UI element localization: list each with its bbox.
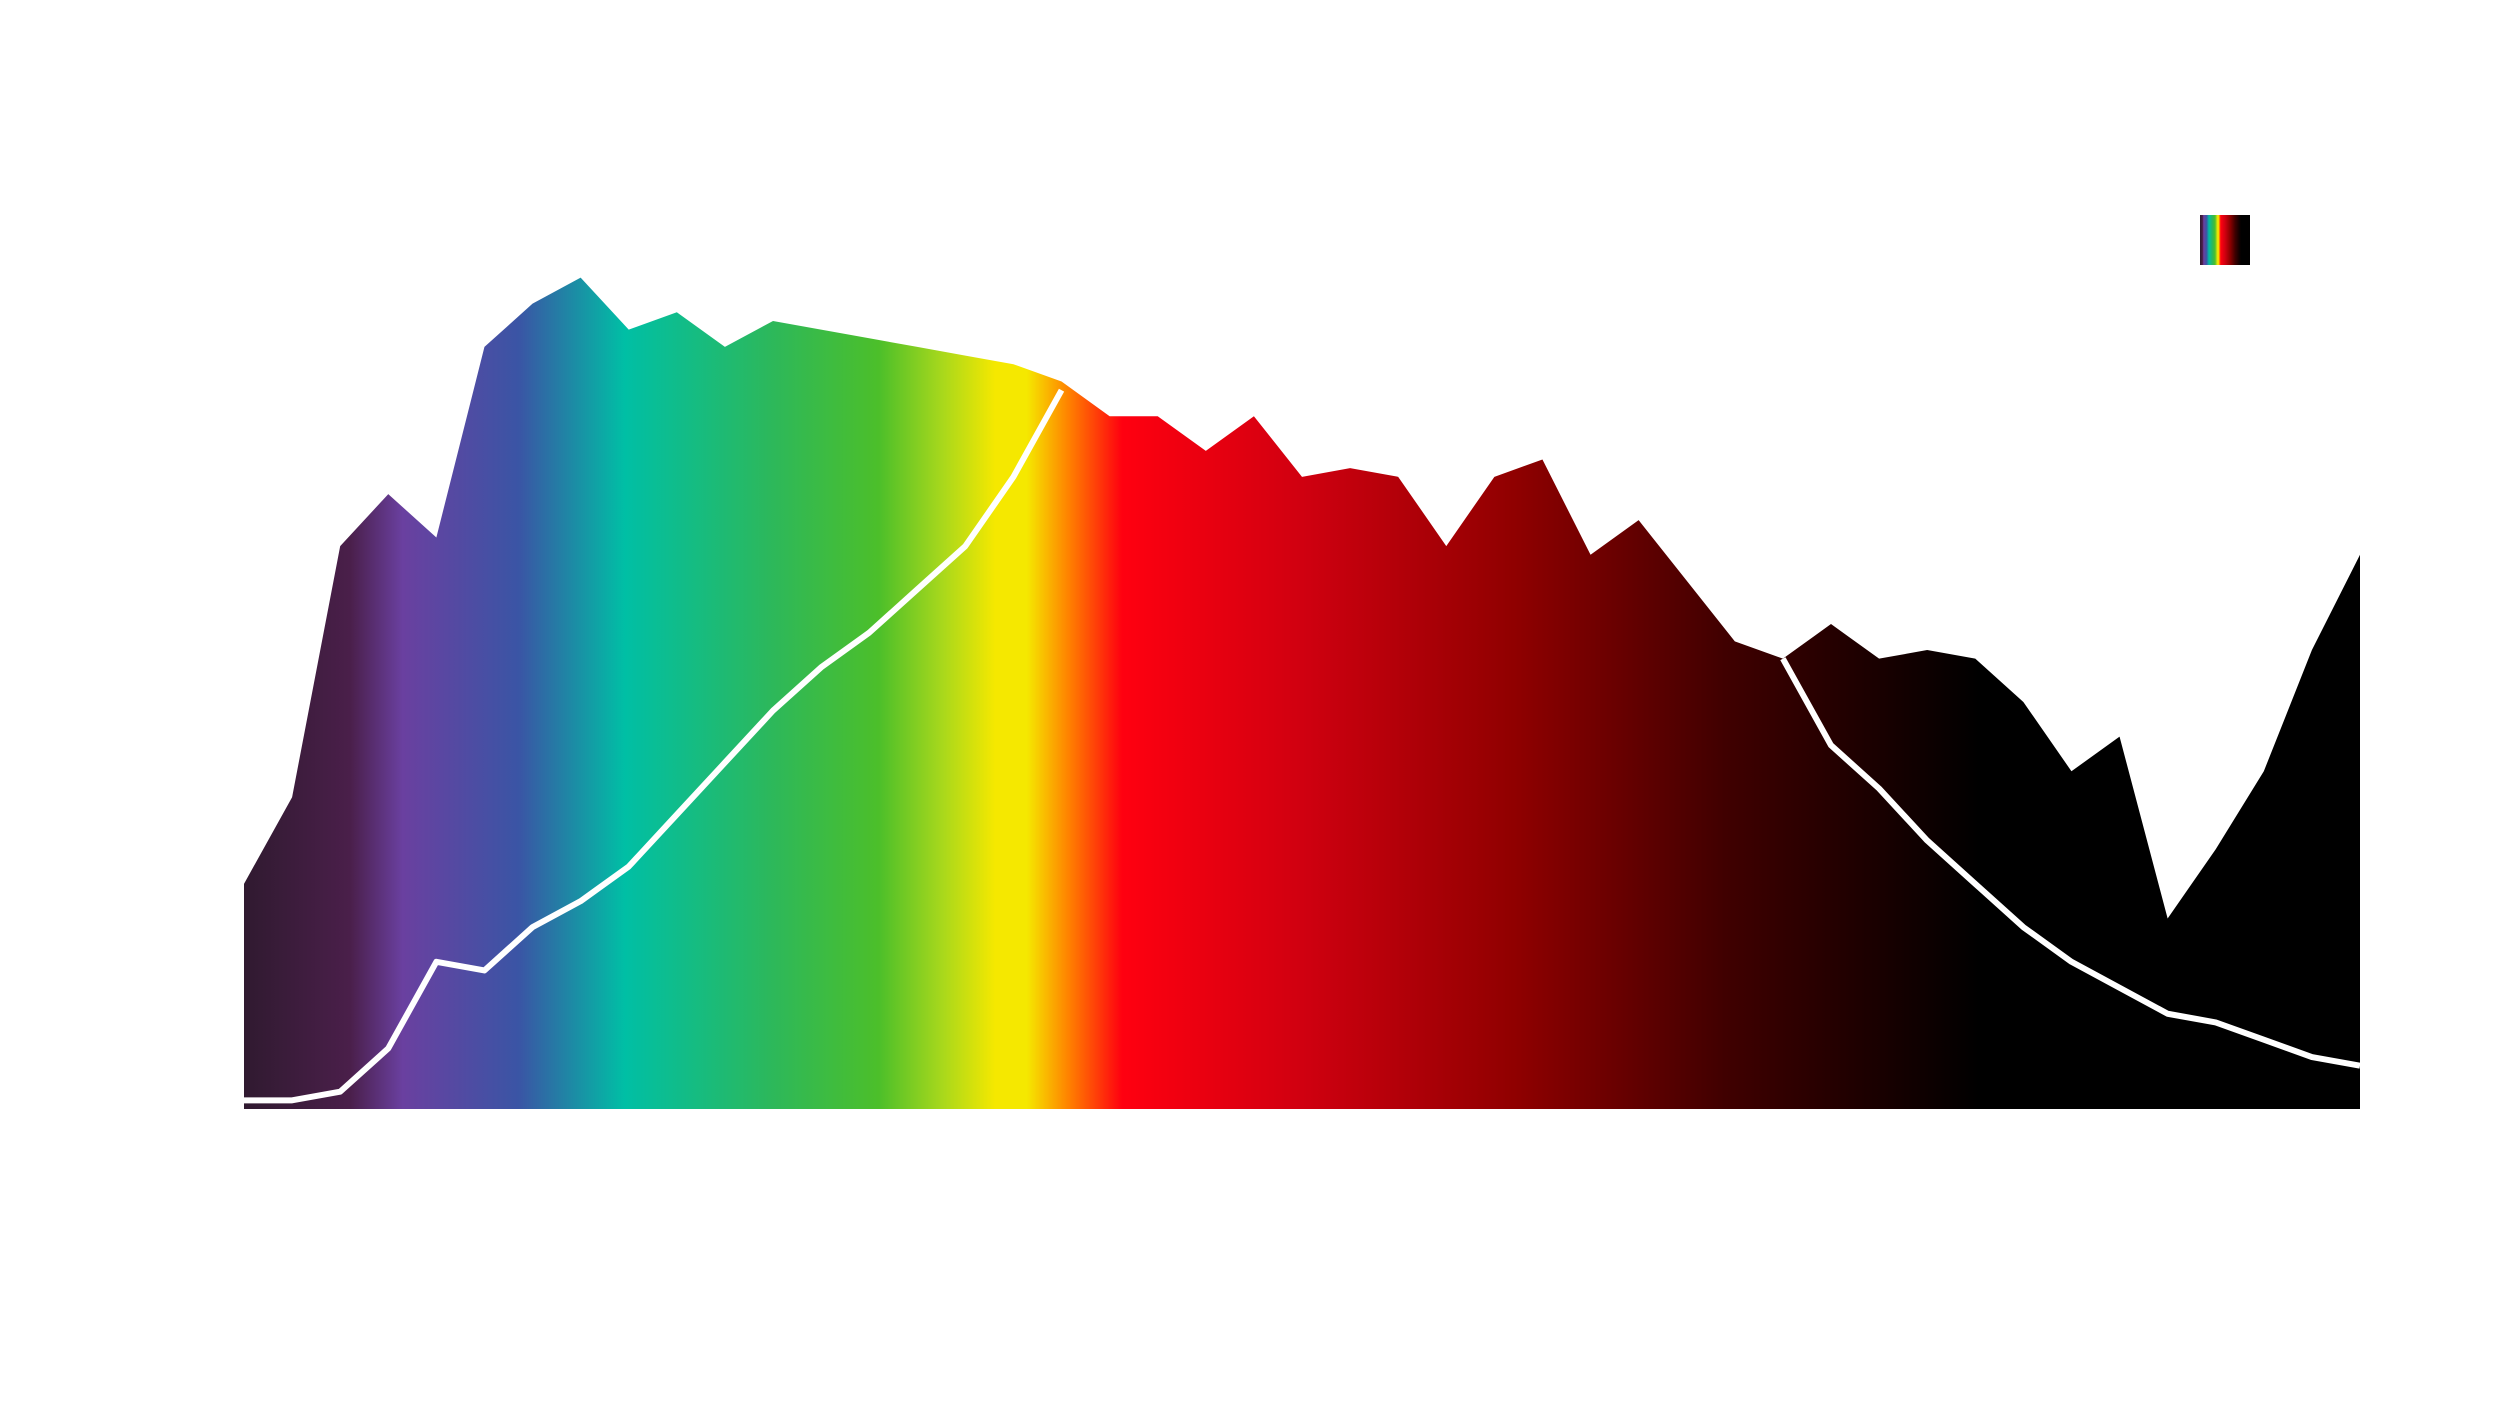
plot-area (244, 277, 2361, 1109)
legend (2200, 215, 2250, 265)
area (244, 277, 2360, 1109)
line (244, 388, 2361, 1104)
legend-swatch (2200, 215, 2250, 265)
